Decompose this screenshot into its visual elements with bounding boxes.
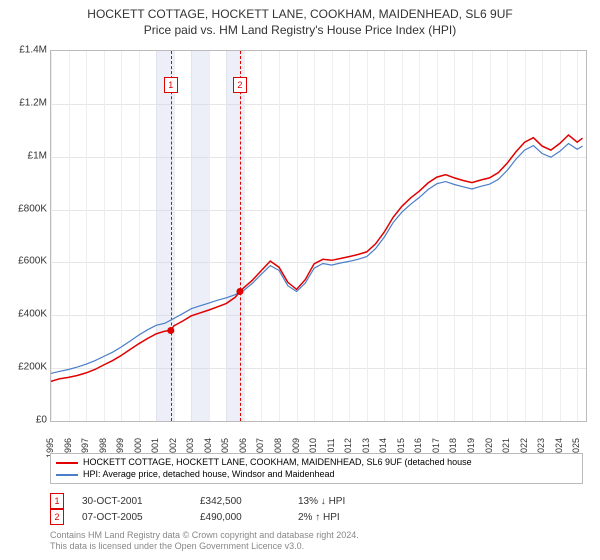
chart-container: HOCKETT COTTAGE, HOCKETT LANE, COOKHAM, … [0, 0, 600, 560]
legend-swatch [56, 474, 78, 476]
ytick-label: £800K [18, 203, 47, 214]
legend: HOCKETT COTTAGE, HOCKETT LANE, COOKHAM, … [50, 453, 583, 484]
ytick-label: £0 [36, 415, 47, 426]
legend-label: HPI: Average price, detached house, Wind… [83, 469, 335, 481]
plot-area: 12 [50, 50, 587, 422]
series-line [51, 135, 583, 381]
event-table-row: 2 07-OCT-2005 £490,000 2% ↑ HPI [50, 509, 583, 525]
ytick-label: £200K [18, 362, 47, 373]
event-price: £342,500 [200, 496, 280, 507]
event-marker: 1 [50, 493, 64, 509]
legend-swatch [56, 462, 78, 464]
sale-marker [167, 327, 174, 334]
legend-row: HPI: Average price, detached house, Wind… [56, 469, 577, 481]
events-table: 1 30-OCT-2001 £342,500 13% ↓ HPI 2 07-OCT-200… [50, 493, 583, 525]
series-svg [51, 51, 586, 421]
event-delta: 2% ↑ HPI [298, 512, 398, 523]
title-line1: HOCKETT COTTAGE, HOCKETT LANE, COOKHAM, … [0, 6, 600, 22]
footer-attribution: Contains HM Land Registry data © Crown c… [50, 530, 359, 553]
event-price: £490,000 [200, 512, 280, 523]
ytick-label: £600K [18, 256, 47, 267]
event-marker: 2 [50, 509, 64, 525]
ytick-label: £1.2M [19, 97, 47, 108]
legend-label: HOCKETT COTTAGE, HOCKETT LANE, COOKHAM, … [83, 457, 472, 469]
event-table-row: 1 30-OCT-2001 £342,500 13% ↓ HPI [50, 493, 583, 509]
event-delta: 13% ↓ HPI [298, 496, 398, 507]
footer-line1: Contains HM Land Registry data © Crown c… [50, 530, 359, 541]
footer-line2: This data is licensed under the Open Gov… [50, 541, 359, 552]
ytick-label: £400K [18, 309, 47, 320]
event-date: 07-OCT-2005 [82, 512, 182, 523]
series-line [51, 144, 583, 374]
ytick-label: £1M [28, 150, 47, 161]
title-block: HOCKETT COTTAGE, HOCKETT LANE, COOKHAM, … [0, 0, 600, 38]
ytick-label: £1.4M [19, 45, 47, 56]
sale-marker [236, 288, 243, 295]
title-line2: Price paid vs. HM Land Registry's House … [0, 22, 600, 38]
legend-row: HOCKETT COTTAGE, HOCKETT LANE, COOKHAM, … [56, 457, 577, 469]
event-date: 30-OCT-2001 [82, 496, 182, 507]
